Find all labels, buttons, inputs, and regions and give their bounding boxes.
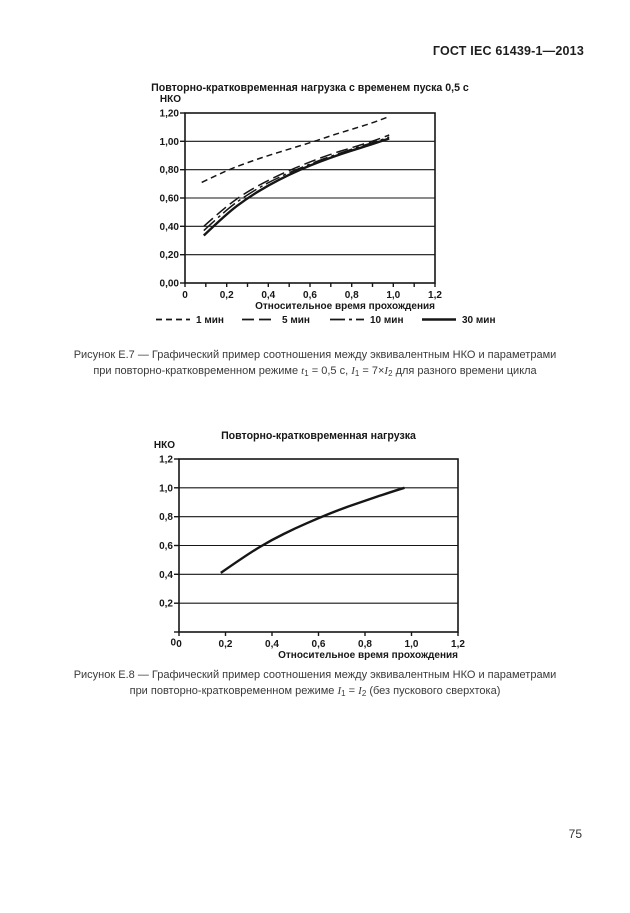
figure-e7-chart: 0,00 0,20 0,40 0,60 0,80 1,00 1,20 0 0,2 0,4 0,6 0,… [151, 82, 496, 326]
y-tick-label: 0,4 [159, 570, 173, 581]
caption-line-2: при повторно-кратковременном режиме I1 =… [35, 684, 595, 702]
y-tick-label: 0,6 [159, 541, 173, 552]
caption-text-segment: I [351, 364, 355, 377]
caption-text-segment: 1 [304, 368, 309, 378]
y-tick-label: 0,80 [160, 165, 180, 176]
y-tick-label: 1,00 [160, 137, 180, 148]
y-axis-title: НКО [154, 440, 175, 451]
caption-text-segment: 1 [354, 368, 360, 378]
caption-text-segment: = [345, 684, 359, 697]
y-tick-label: 0 [170, 638, 176, 649]
x-tick-label: 1,0 [405, 639, 419, 650]
figure-e8-caption: Рисунок Е.8 — Графический пример соотнош… [35, 668, 595, 701]
y-tick-label: 1,20 [160, 109, 180, 120]
y-tick-label: 0,8 [159, 512, 173, 523]
caption-text-segment: при повторно-кратковременном режиме [93, 364, 302, 377]
y-tick-label: 0,20 [160, 250, 180, 261]
chart-title: Повторно-кратковременная нагрузка [221, 430, 416, 442]
x-tick-label: 0 [176, 639, 182, 650]
legend-label: 5 мин [282, 315, 310, 326]
caption-text-segment: I [384, 364, 389, 377]
series-line-5 мин [203, 134, 390, 227]
x-tick-label: 0,8 [358, 639, 372, 650]
caption-line-2: при повторно-кратковременном режиме t1 =… [35, 364, 595, 382]
caption-text-segment: при повторно-кратковременном режиме [129, 684, 338, 697]
caption-line-1: Рисунок Е.7 — Графический пример соотнош… [73, 349, 557, 361]
caption-text-segment: 2 [361, 688, 367, 698]
x-tick-label: 0,6 [303, 290, 317, 301]
y-tick-label: 1,0 [159, 483, 173, 494]
caption-text-segment: t [301, 364, 305, 377]
caption-text-segment: 1 [341, 688, 346, 698]
caption-text-segment: (без пускового сверхтока) [366, 684, 501, 697]
y-tick-label: 0,40 [160, 222, 180, 233]
y-tick-label: 0,2 [159, 599, 173, 610]
y-tick-label: 0,00 [160, 279, 180, 290]
series-line-30 мин [202, 137, 390, 237]
x-tick-label: 1,2 [428, 290, 442, 301]
y-axis-title: НКО [160, 94, 181, 105]
page-number: 75 [568, 827, 582, 841]
caption-text-segment: 2 [388, 368, 393, 378]
document-header: ГОСТ IEC 61439-1—2013 [432, 44, 584, 58]
series-line-main [220, 486, 405, 574]
x-axis-title: Относительное время прохождения [255, 301, 435, 312]
x-tick-label: 0 [182, 290, 188, 301]
y-tick-label: 0,60 [160, 194, 180, 205]
legend-label: 10 мин [370, 315, 404, 326]
legend-label: 1 мин [196, 315, 224, 326]
x-tick-label: 0,2 [220, 290, 234, 301]
caption-text-segment: I [337, 684, 342, 697]
legend-label: 30 мин [462, 315, 496, 326]
caption-text-segment: = 0,5 с, [308, 364, 352, 377]
x-tick-label: 1,2 [451, 639, 465, 650]
chart-title: Повторно-кратковременная нагрузка с врем… [151, 82, 469, 94]
y-tick-label: 1,2 [159, 455, 173, 466]
caption-text-segment: = 7× [359, 364, 385, 377]
x-tick-label: 0,2 [219, 639, 233, 650]
x-tick-label: 0,6 [312, 639, 326, 650]
x-axis-title: Относительное время прохождения [278, 650, 458, 661]
caption-line-1: Рисунок Е.8 — Графический пример соотнош… [73, 669, 557, 681]
series-line-10 мин [203, 136, 390, 232]
x-tick-label: 0,4 [261, 290, 275, 301]
figure-e8-chart: 0 0,2 0,4 0,6 0,8 1,0 1,2 0 0,2 0,4 0,6 0,8 1,0 1,2 По… [154, 430, 465, 661]
x-tick-label: 0,4 [265, 639, 279, 650]
caption-text-segment: для разного времени цикла [392, 364, 537, 377]
x-tick-label: 0,8 [345, 290, 359, 301]
x-tick-label: 1,0 [386, 290, 400, 301]
caption-text-segment: I [358, 684, 362, 697]
series-line-1 мин [201, 115, 390, 184]
figure-e7-caption: Рисунок Е.7 — Графический пример соотнош… [35, 348, 595, 381]
